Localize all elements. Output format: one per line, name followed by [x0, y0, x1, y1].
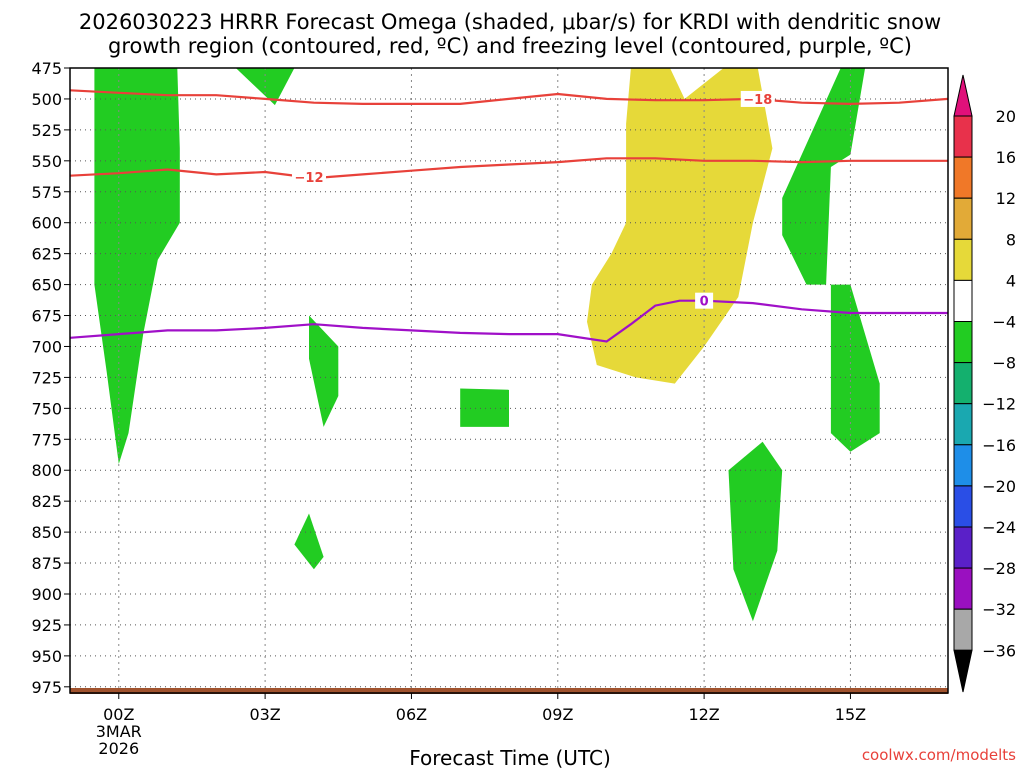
y-tick-label-575: 575 [31, 183, 62, 202]
colorbar-swatch-11 [953, 526, 973, 569]
colorbar-bottom-arrow [953, 649, 973, 693]
plot-border [69, 67, 949, 694]
colorbar-label-1: 20 [996, 107, 1016, 126]
y-tick-label-600: 600 [31, 214, 62, 233]
temperature-contours: −18 −12 0 [70, 89, 948, 343]
contour-label-2: −12 [295, 171, 324, 186]
ground-band [70, 688, 948, 694]
colorbar-label-12: −28 [982, 559, 1016, 578]
colorbar-label-4: 8 [1006, 230, 1016, 249]
colorbar-swatch-12 [953, 567, 973, 610]
omega-region-1 [94, 68, 180, 464]
colorbar-label-2: 16 [996, 148, 1016, 167]
chart-title-line-1: 2026030223 HRRR Forecast Omega (shaded, … [79, 10, 941, 34]
contour-label-1: −18 [743, 93, 772, 108]
x-tick-label-03Z: 03Z [249, 705, 280, 724]
colorbar-swatch-2 [953, 156, 973, 199]
colorbar-label-9: −16 [982, 436, 1016, 455]
colorbar-swatch-6 [953, 321, 973, 364]
y-tick-label-650: 650 [31, 276, 62, 295]
colorbar-legend: 20 16 12 8 4 −4 −8 −12 −16 −20 −24 −28 −32 −36 [953, 74, 1016, 693]
colorbar-swatch-5 [953, 279, 973, 322]
x-tick-label-06Z: 06Z [396, 705, 427, 724]
colorbar-swatch-4 [953, 238, 973, 281]
contour-line-1 [70, 89, 948, 106]
colorbar-label-7: −8 [992, 354, 1016, 373]
contour-line-2 [70, 157, 948, 180]
y-tick-label-875: 875 [31, 554, 62, 573]
y-tick-label-975: 975 [31, 678, 62, 697]
colorbar-label-14: −36 [982, 641, 1016, 660]
y-tick-label-700: 700 [31, 337, 62, 356]
colorbar-swatch-10 [953, 485, 973, 528]
y-tick-label-775: 775 [31, 430, 62, 449]
chart-title-line-2: growth region (contoured, red, ºC) and f… [108, 34, 912, 58]
colorbar-label-11: −24 [982, 518, 1016, 537]
y-tick-label-675: 675 [31, 307, 62, 326]
colorbar-swatch-1 [953, 115, 973, 158]
colorbar-swatch-8 [953, 403, 973, 446]
colorbar-label-10: −20 [982, 477, 1016, 496]
omega-shading [94, 68, 880, 622]
contour-label-bg-3 [695, 292, 714, 309]
omega-region-7 [782, 68, 866, 285]
omega-region-4 [294, 513, 324, 570]
y-tick-label-625: 625 [31, 245, 62, 264]
plot-frame [69, 67, 949, 694]
contour-line-3 [70, 299, 948, 343]
y-axis-pressure: 475 500 525 550 575 600 625 650 675 700 725 750 775 8… [31, 59, 70, 697]
colorbar-label-8: −12 [982, 395, 1016, 414]
y-tick-label-525: 525 [31, 121, 62, 140]
colorbar-swatch-9 [953, 444, 973, 487]
y-tick-label-825: 825 [31, 492, 62, 511]
x-tick-label-09Z: 09Z [542, 705, 573, 724]
y-tick-label-725: 725 [31, 368, 62, 387]
x-tick-label-00Z: 00Z [103, 705, 134, 724]
y-tick-label-950: 950 [31, 647, 62, 666]
ground-surface [70, 688, 948, 694]
y-tick-label-800: 800 [31, 461, 62, 480]
contour-label-bg-2 [292, 168, 327, 185]
colorbar-swatch-7 [953, 362, 973, 405]
omega-region-3 [309, 315, 339, 427]
x-axis-label: Forecast Time (UTC) [409, 746, 611, 768]
colorbar-swatch-3 [953, 197, 973, 240]
y-tick-label-550: 550 [31, 152, 62, 171]
y-tick-label-925: 925 [31, 616, 62, 635]
omega-region-8 [830, 284, 880, 452]
x-tick-sublabel-2026: 2026 [98, 739, 139, 758]
omega-region-6 [728, 441, 783, 622]
y-tick-label-500: 500 [31, 90, 62, 109]
colorbar-label-6: −4 [992, 313, 1016, 332]
credit-text: coolwx.com/modelts [862, 746, 1016, 764]
omega-region-9 [587, 68, 773, 384]
contour-label-bg-1 [740, 90, 775, 107]
x-tick-label-12Z: 12Z [688, 705, 719, 724]
x-tick-label-15Z: 15Z [835, 705, 866, 724]
colorbar-label-13: −32 [982, 600, 1016, 619]
contour-label-3: 0 [700, 295, 709, 310]
colorbar-swatch-13 [953, 608, 973, 651]
y-tick-label-475: 475 [31, 59, 62, 78]
y-tick-label-850: 850 [31, 523, 62, 542]
omega-region-5 [460, 388, 509, 427]
colorbar-top-arrow [953, 74, 973, 117]
y-tick-label-750: 750 [31, 399, 62, 418]
grid-lines [70, 68, 948, 693]
colorbar-label-3: 12 [996, 189, 1016, 208]
x-tick-sublabel-3mar: 3MAR [96, 722, 142, 741]
colorbar-label-5: 4 [1006, 271, 1016, 290]
y-tick-label-900: 900 [31, 585, 62, 604]
